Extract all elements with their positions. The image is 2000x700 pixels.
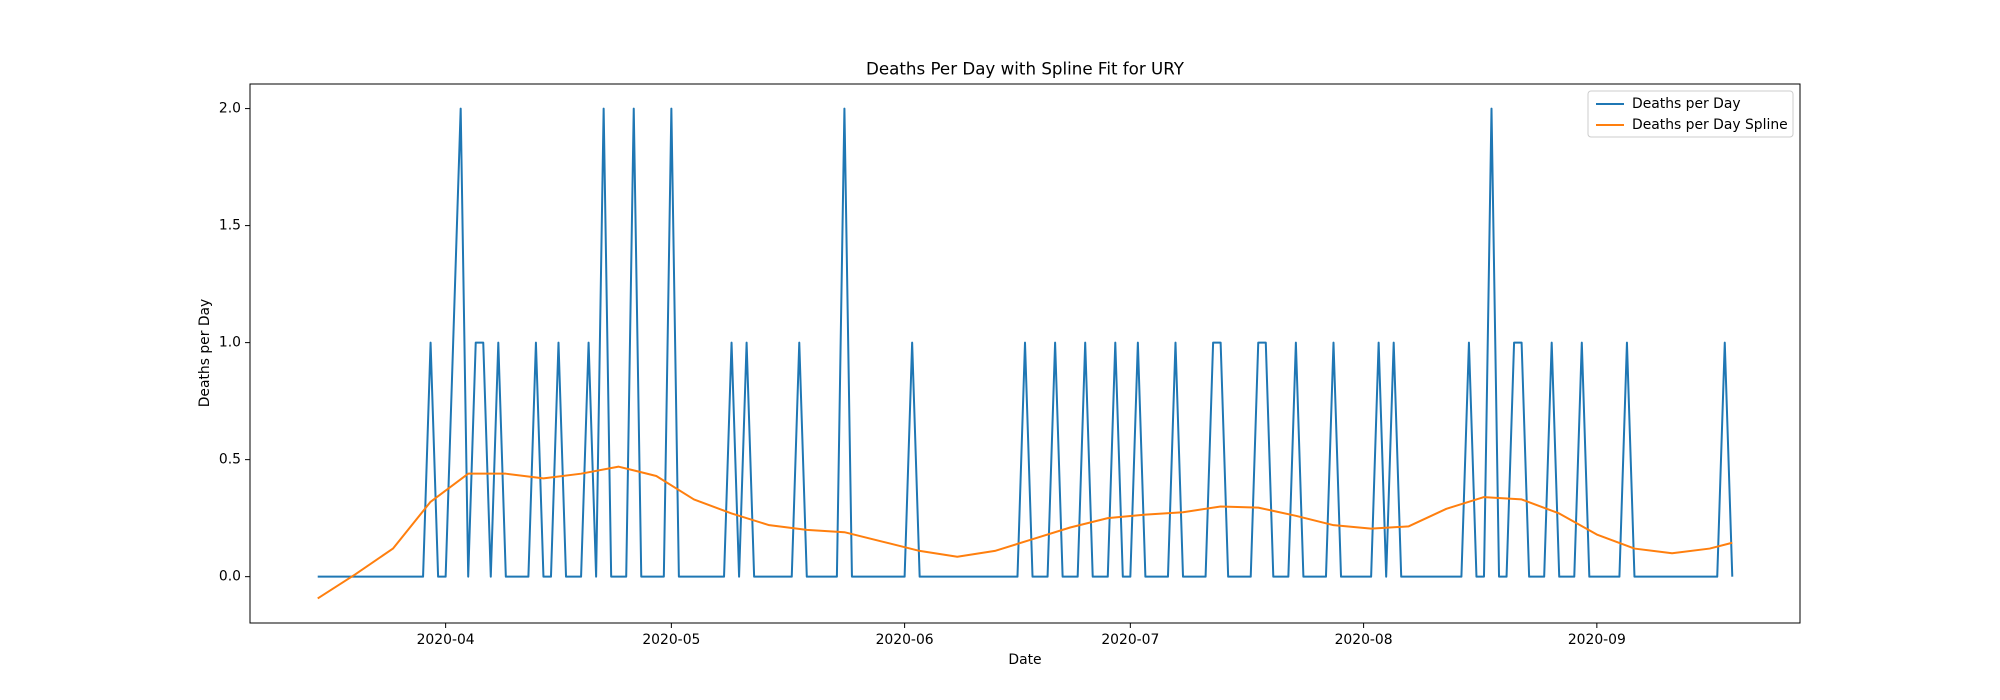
y-tick-label: 0.0 bbox=[219, 569, 241, 585]
legend-box bbox=[1587, 90, 1794, 138]
y-tick-label: 1.0 bbox=[219, 335, 241, 351]
chart-title: Deaths Per Day with Spline Fit for URY bbox=[866, 59, 1185, 79]
plot-frame bbox=[249, 83, 1801, 624]
data-line bbox=[317, 465, 1733, 600]
y-axis-label: Deaths per Day bbox=[197, 299, 213, 408]
data-line bbox=[317, 107, 1734, 578]
y-tick-label: 1.5 bbox=[219, 218, 241, 234]
legend-label: Deaths per Day bbox=[1632, 96, 1741, 112]
x-tick-label: 2020-07 bbox=[1101, 632, 1159, 648]
x-tick-label: 2020-09 bbox=[1568, 632, 1626, 648]
x-tick-label: 2020-05 bbox=[642, 632, 700, 648]
x-axis-label: Date bbox=[1008, 652, 1041, 668]
y-tick-label: 2.0 bbox=[219, 101, 241, 117]
y-tick-label: 0.5 bbox=[219, 452, 241, 468]
x-tick-label: 2020-04 bbox=[417, 632, 475, 648]
x-tick-label: 2020-08 bbox=[1335, 632, 1393, 648]
x-tick-label: 2020-06 bbox=[876, 632, 934, 648]
legend-label: Deaths per Day Spline bbox=[1632, 117, 1788, 133]
